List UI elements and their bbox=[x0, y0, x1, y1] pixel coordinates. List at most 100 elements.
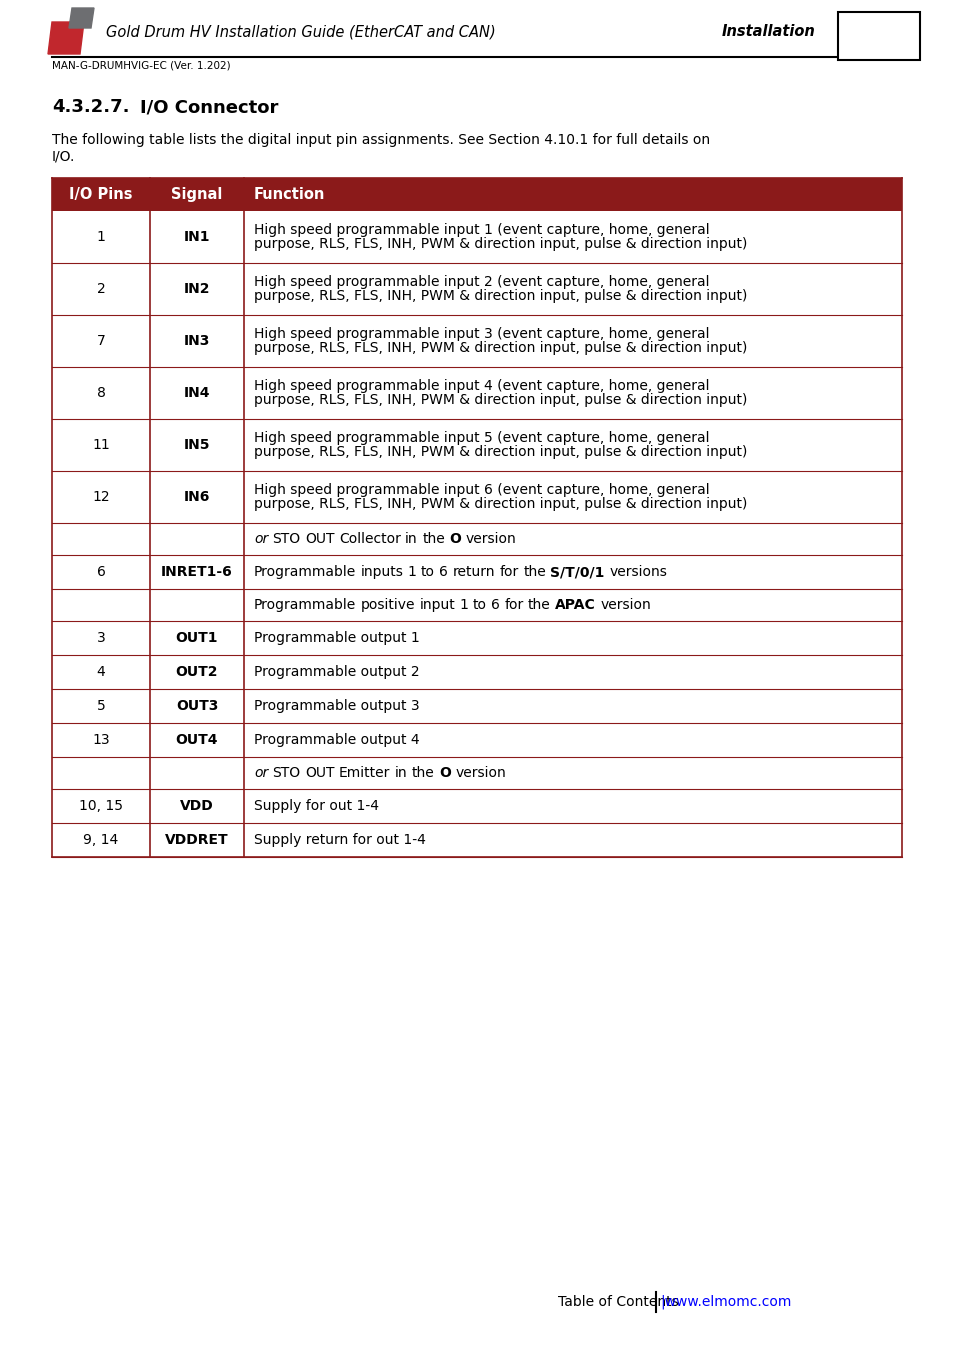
Bar bbox=[52, 263, 901, 315]
Bar bbox=[52, 824, 901, 857]
Text: the: the bbox=[412, 765, 434, 780]
Text: 1: 1 bbox=[96, 230, 106, 244]
Bar bbox=[52, 724, 901, 757]
Text: 10, 15: 10, 15 bbox=[79, 799, 123, 813]
Text: 4.3.2.7.: 4.3.2.7. bbox=[52, 99, 130, 116]
Text: IN3: IN3 bbox=[184, 333, 210, 348]
Text: positive: positive bbox=[360, 598, 415, 612]
Text: O: O bbox=[438, 765, 450, 780]
Text: High speed programmable input 6 (event capture, home, general: High speed programmable input 6 (event c… bbox=[253, 483, 709, 497]
Bar bbox=[52, 211, 901, 263]
Text: Programmable output 3: Programmable output 3 bbox=[253, 699, 419, 713]
Polygon shape bbox=[48, 22, 84, 54]
Text: 9, 14: 9, 14 bbox=[83, 833, 118, 846]
Text: |www.elmomc.com: |www.elmomc.com bbox=[659, 1295, 791, 1309]
Text: STO: STO bbox=[273, 765, 300, 780]
Text: 1: 1 bbox=[459, 598, 468, 612]
Text: the: the bbox=[522, 566, 545, 579]
Text: purpose, RLS, FLS, INH, PWM & direction input, pulse & direction input): purpose, RLS, FLS, INH, PWM & direction … bbox=[253, 446, 746, 459]
Text: OUT4: OUT4 bbox=[175, 733, 218, 747]
Text: 12: 12 bbox=[92, 490, 110, 504]
Text: I/O.: I/O. bbox=[52, 150, 75, 163]
Bar bbox=[52, 757, 901, 788]
Text: Programmable output 1: Programmable output 1 bbox=[253, 630, 419, 645]
Text: MAN-G-DRUMHVIG-EC (Ver. 1.202): MAN-G-DRUMHVIG-EC (Ver. 1.202) bbox=[52, 61, 231, 72]
Text: or: or bbox=[253, 765, 268, 780]
Text: inputs: inputs bbox=[360, 566, 403, 579]
Text: 3: 3 bbox=[96, 630, 105, 645]
Text: in: in bbox=[395, 765, 407, 780]
Text: IN1: IN1 bbox=[184, 230, 210, 244]
Text: versions: versions bbox=[608, 566, 666, 579]
Text: Programmable: Programmable bbox=[253, 598, 355, 612]
Bar bbox=[52, 315, 901, 367]
Text: 6: 6 bbox=[491, 598, 499, 612]
Text: VDD: VDD bbox=[180, 799, 213, 813]
Text: for: for bbox=[499, 566, 518, 579]
Text: purpose, RLS, FLS, INH, PWM & direction input, pulse & direction input): purpose, RLS, FLS, INH, PWM & direction … bbox=[253, 393, 746, 408]
Text: IN5: IN5 bbox=[184, 437, 210, 452]
Text: OUT2: OUT2 bbox=[175, 666, 218, 679]
Text: The following table lists the digital input pin assignments. See Section 4.10.1 : The following table lists the digital in… bbox=[52, 134, 709, 147]
Text: Emitter: Emitter bbox=[338, 765, 390, 780]
Text: INRET1-6: INRET1-6 bbox=[161, 566, 233, 579]
Bar bbox=[52, 471, 901, 522]
Bar bbox=[52, 788, 901, 824]
Text: Installation: Installation bbox=[721, 24, 815, 39]
Text: input: input bbox=[419, 598, 455, 612]
Text: OUT1: OUT1 bbox=[175, 630, 218, 645]
Text: I/O Pins: I/O Pins bbox=[70, 188, 132, 202]
Text: 1: 1 bbox=[408, 566, 416, 579]
Text: Function: Function bbox=[253, 188, 325, 202]
Text: Programmable output 4: Programmable output 4 bbox=[253, 733, 419, 747]
Text: High speed programmable input 5 (event capture, home, general: High speed programmable input 5 (event c… bbox=[253, 431, 709, 446]
Text: 34: 34 bbox=[865, 26, 890, 45]
Bar bbox=[52, 555, 901, 589]
Bar bbox=[52, 367, 901, 418]
Text: or: or bbox=[253, 532, 268, 545]
Text: in: in bbox=[405, 532, 417, 545]
Bar bbox=[52, 418, 901, 471]
Text: High speed programmable input 2 (event capture, home, general: High speed programmable input 2 (event c… bbox=[253, 275, 709, 289]
Text: 5: 5 bbox=[96, 699, 105, 713]
Text: Table of Contents: Table of Contents bbox=[558, 1295, 678, 1309]
Text: High speed programmable input 1 (event capture, home, general: High speed programmable input 1 (event c… bbox=[253, 223, 709, 236]
Bar bbox=[837, 12, 919, 59]
Text: I/O Connector: I/O Connector bbox=[140, 99, 278, 116]
Text: 6: 6 bbox=[439, 566, 448, 579]
Text: OUT3: OUT3 bbox=[175, 699, 218, 713]
Text: Gold Drum HV Installation Guide (EtherCAT and CAN): Gold Drum HV Installation Guide (EtherCA… bbox=[106, 24, 496, 39]
Text: OUT: OUT bbox=[305, 765, 335, 780]
Bar bbox=[52, 621, 901, 655]
Text: purpose, RLS, FLS, INH, PWM & direction input, pulse & direction input): purpose, RLS, FLS, INH, PWM & direction … bbox=[253, 289, 746, 304]
Text: to: to bbox=[473, 598, 486, 612]
Text: 6: 6 bbox=[96, 566, 106, 579]
Text: 11: 11 bbox=[92, 437, 110, 452]
Text: purpose, RLS, FLS, INH, PWM & direction input, pulse & direction input): purpose, RLS, FLS, INH, PWM & direction … bbox=[253, 238, 746, 251]
Text: version: version bbox=[455, 765, 505, 780]
Text: S/T/0/1: S/T/0/1 bbox=[550, 566, 604, 579]
Text: for: for bbox=[504, 598, 523, 612]
Text: purpose, RLS, FLS, INH, PWM & direction input, pulse & direction input): purpose, RLS, FLS, INH, PWM & direction … bbox=[253, 497, 746, 512]
Text: version: version bbox=[465, 532, 516, 545]
Bar bbox=[52, 522, 901, 555]
Text: 13: 13 bbox=[92, 733, 110, 747]
Text: 7: 7 bbox=[96, 333, 105, 348]
Text: OUT: OUT bbox=[305, 532, 335, 545]
Bar bbox=[52, 688, 901, 724]
Text: Signal: Signal bbox=[172, 188, 222, 202]
Text: Supply for out 1-4: Supply for out 1-4 bbox=[253, 799, 378, 813]
Text: version: version bbox=[599, 598, 651, 612]
Text: 4: 4 bbox=[96, 666, 105, 679]
Text: Supply return for out 1-4: Supply return for out 1-4 bbox=[253, 833, 425, 846]
Text: O: O bbox=[449, 532, 460, 545]
Text: High speed programmable input 3 (event capture, home, general: High speed programmable input 3 (event c… bbox=[253, 327, 709, 340]
Text: Programmable output 2: Programmable output 2 bbox=[253, 666, 419, 679]
Text: Collector: Collector bbox=[338, 532, 400, 545]
Text: return: return bbox=[453, 566, 495, 579]
Text: High speed programmable input 4 (event capture, home, general: High speed programmable input 4 (event c… bbox=[253, 379, 709, 393]
Text: APAC: APAC bbox=[555, 598, 596, 612]
Bar bbox=[52, 655, 901, 688]
Text: purpose, RLS, FLS, INH, PWM & direction input, pulse & direction input): purpose, RLS, FLS, INH, PWM & direction … bbox=[253, 342, 746, 355]
Text: IN2: IN2 bbox=[184, 282, 210, 296]
